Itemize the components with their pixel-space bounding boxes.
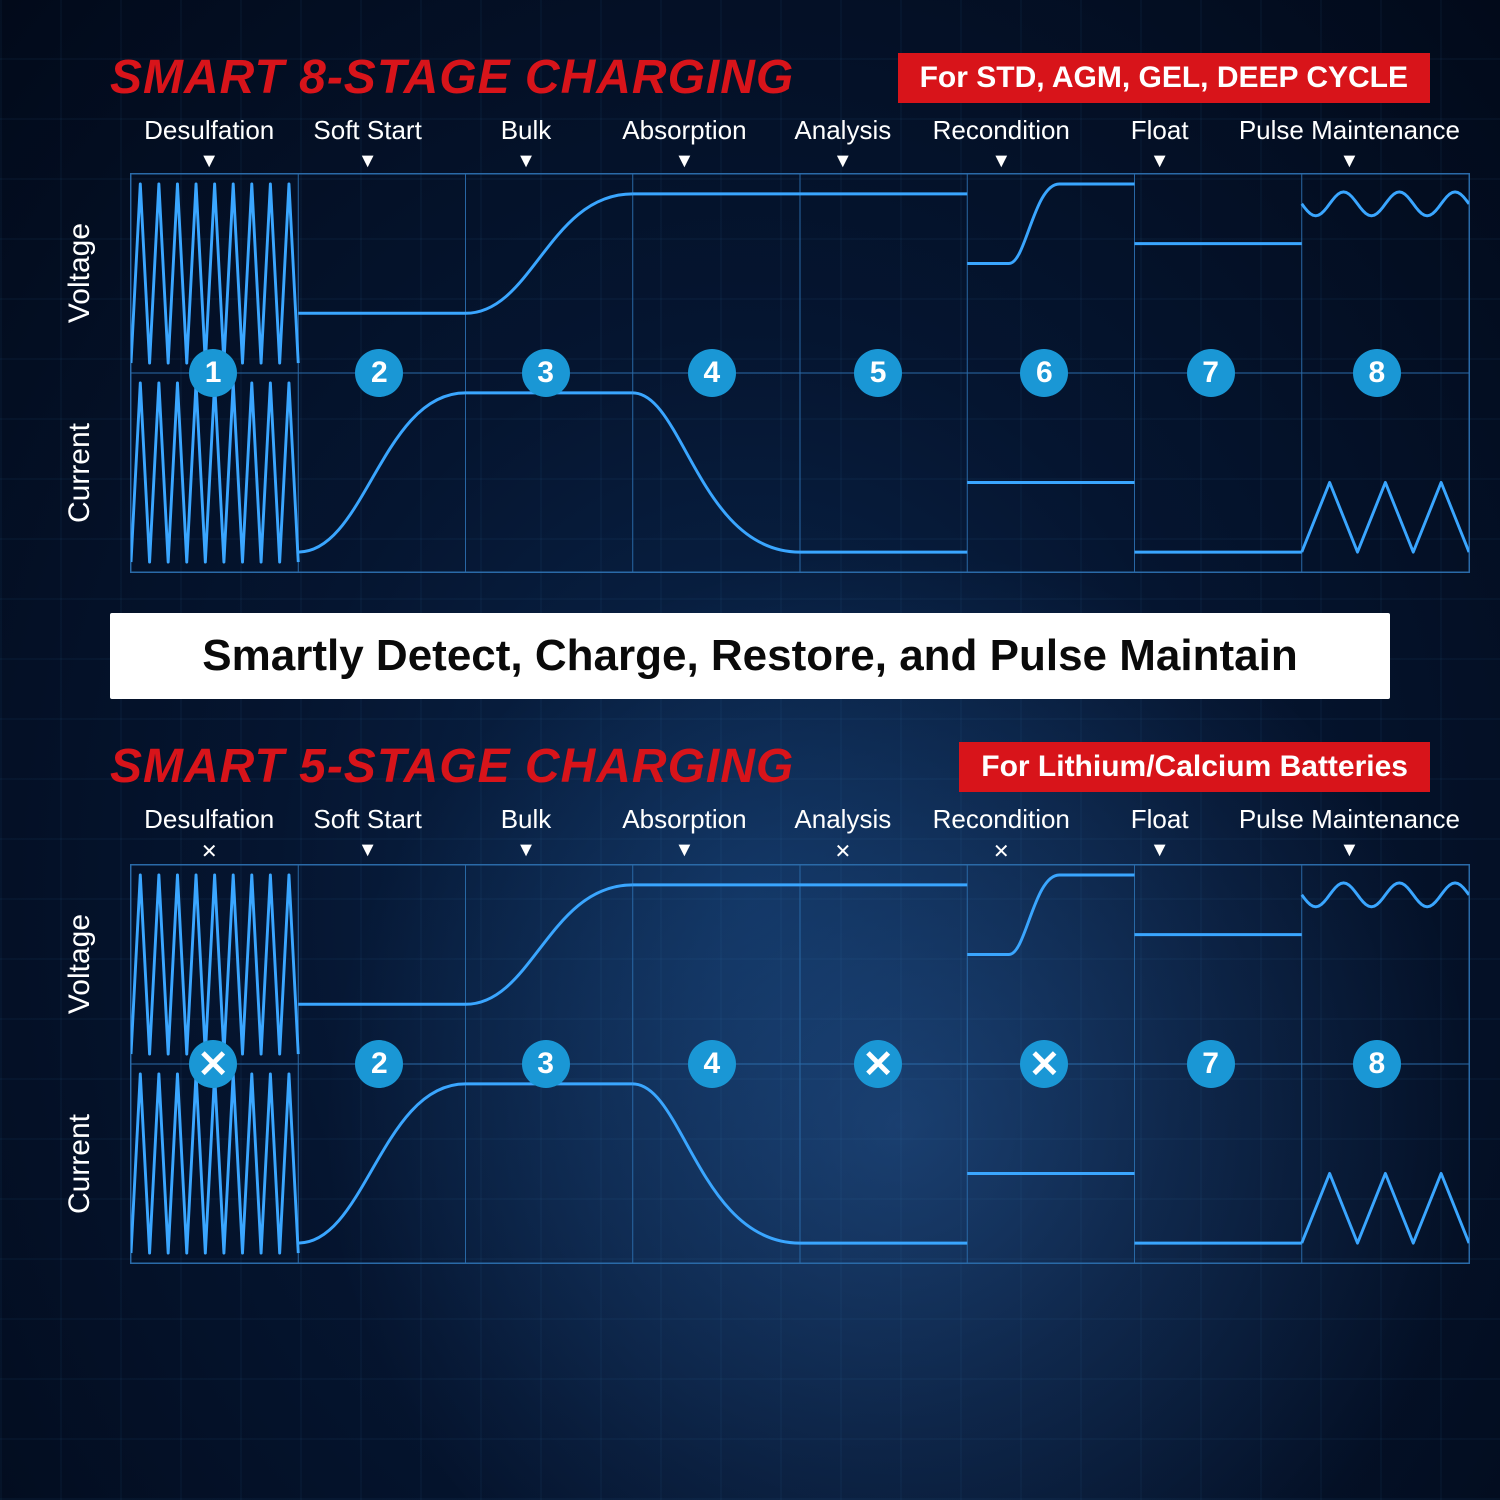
x-marker-icon: ✕: [130, 839, 288, 864]
chart8-plot: [130, 173, 1470, 573]
stage-label: Bulk: [447, 804, 605, 835]
arrow-down-icon: ▼: [447, 150, 605, 173]
arrow-down-icon: ▼: [447, 839, 605, 862]
arrow-down-icon: ▼: [288, 150, 446, 173]
stage-label: Float: [1080, 115, 1238, 146]
arrow-down-icon: ▼: [130, 150, 288, 173]
center-banner: Smartly Detect, Charge, Restore, and Pul…: [110, 613, 1390, 699]
arrow-down-icon: ▼: [288, 839, 446, 862]
stage-label: Desulfation: [130, 804, 288, 835]
stage-label: Pulse Maintenance: [1239, 804, 1460, 835]
stage-label: Bulk: [447, 115, 605, 146]
stage-label: Recondition: [922, 804, 1080, 835]
chart8-badge: For STD, AGM, GEL, DEEP CYCLE: [898, 53, 1430, 103]
stage-label: Analysis: [764, 804, 922, 835]
x-marker-icon: ✕: [764, 839, 922, 864]
arrow-down-icon: ▼: [1239, 839, 1460, 862]
x-marker-icon: ✕: [922, 839, 1080, 864]
chart5-title: SMART 5-STAGE CHARGING: [110, 739, 794, 794]
chart5-ylabel-current: Current: [63, 1114, 97, 1214]
chart5-plot: [130, 864, 1470, 1264]
arrow-down-icon: ▼: [605, 839, 763, 862]
arrow-down-icon: ▼: [1239, 150, 1460, 173]
arrow-down-icon: ▼: [764, 150, 922, 173]
chart5-badge: For Lithium/Calcium Batteries: [959, 742, 1430, 792]
stage-label: Absorption: [605, 804, 763, 835]
chart8-stage-labels: Desulfation▼Soft Start▼Bulk▼Absorption▼A…: [30, 115, 1470, 173]
stage-label: Desulfation: [130, 115, 288, 146]
arrow-down-icon: ▼: [1080, 839, 1238, 862]
arrow-down-icon: ▼: [922, 150, 1080, 173]
stage-label: Soft Start: [288, 115, 446, 146]
stage-label: Absorption: [605, 115, 763, 146]
arrow-down-icon: ▼: [1080, 150, 1238, 173]
arrow-down-icon: ▼: [605, 150, 763, 173]
stage-label: Pulse Maintenance: [1239, 115, 1460, 146]
stage-label: Soft Start: [288, 804, 446, 835]
stage-label: Analysis: [764, 115, 922, 146]
stage-label: Recondition: [922, 115, 1080, 146]
chart8-ylabel-voltage: Voltage: [63, 223, 97, 323]
chart8-title: SMART 8-STAGE CHARGING: [110, 50, 794, 105]
chart5-ylabel-voltage: Voltage: [63, 914, 97, 1014]
stage-label: Float: [1080, 804, 1238, 835]
chart5-stage-labels: Desulfation✕Soft Start▼Bulk▼Absorption▼A…: [30, 804, 1470, 864]
chart8-ylabel-current: Current: [63, 423, 97, 523]
